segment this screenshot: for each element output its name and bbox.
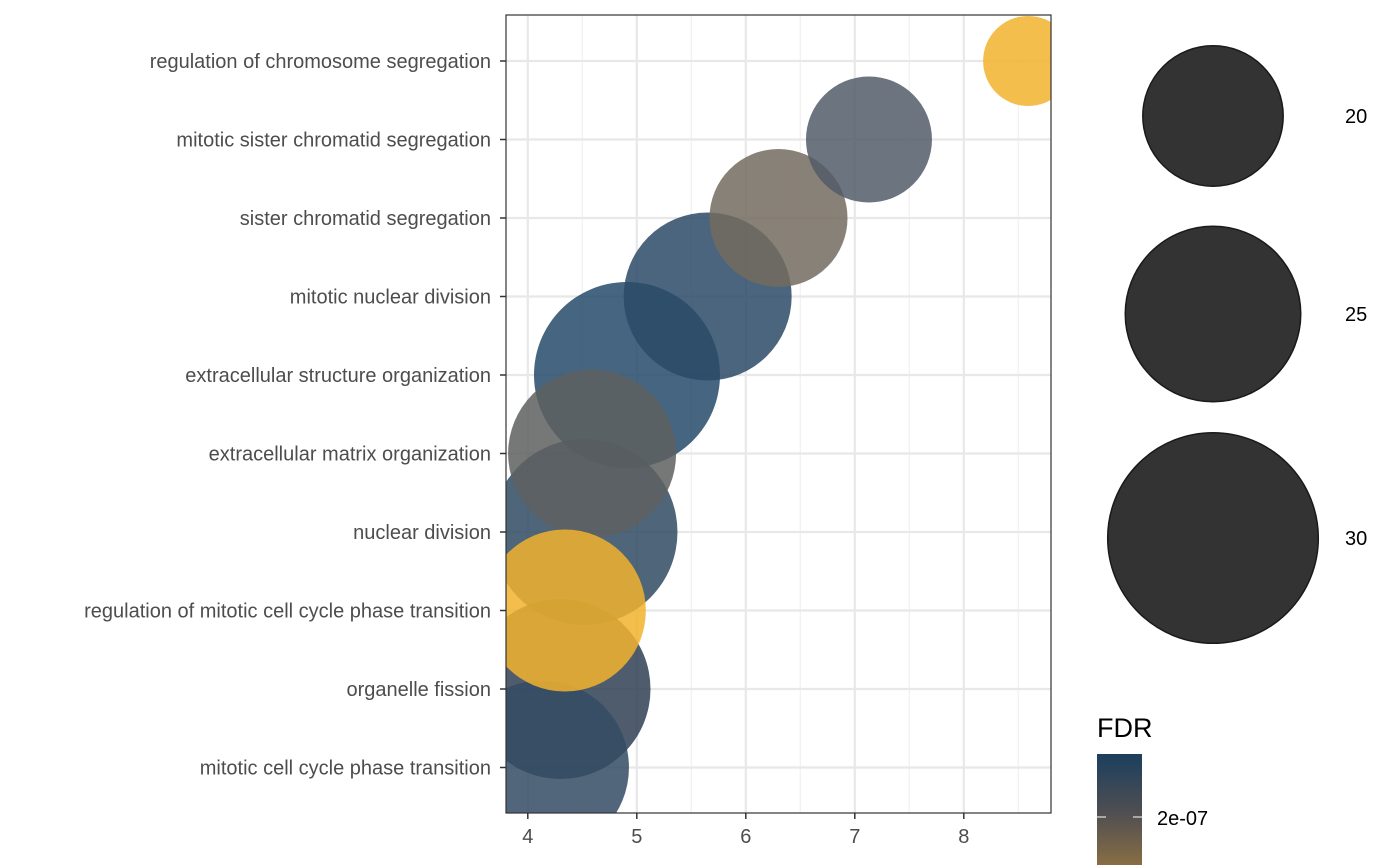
y-tick-label: mitotic nuclear division xyxy=(290,287,491,309)
y-tick-label: organelle fission xyxy=(346,679,491,701)
plot-panel-border xyxy=(505,14,1052,814)
y-tick-label: mitotic sister chromatid segregation xyxy=(176,130,491,152)
x-tick-label: 4 xyxy=(522,826,533,848)
x-tick-label: 6 xyxy=(740,826,751,848)
data-points xyxy=(506,16,1051,813)
data-point xyxy=(506,529,646,692)
size-legend-label: 25 xyxy=(1345,304,1367,326)
color-legend-tick-label: 2e-07 xyxy=(1157,808,1208,830)
data-point xyxy=(508,369,677,538)
size-legend-label: 30 xyxy=(1345,528,1367,550)
y-tick-label: nuclear division xyxy=(353,522,491,544)
x-axis: 4 5 6 7 8 xyxy=(522,813,969,848)
data-point xyxy=(506,680,629,813)
y-tick-label: sister chromatid segregation xyxy=(240,208,491,230)
x-tick-label: 7 xyxy=(849,826,860,848)
x-tick-label: 8 xyxy=(958,826,969,848)
size-legend: 20 25 30 xyxy=(1106,45,1367,645)
color-legend: FDR 2e-07 xyxy=(1097,713,1208,865)
data-point xyxy=(983,16,1051,106)
color-legend-title: FDR xyxy=(1097,713,1153,743)
data-point xyxy=(709,149,848,287)
y-tick-label: regulation of mitotic cell cycle phase t… xyxy=(84,601,491,623)
size-legend-key xyxy=(1142,45,1284,187)
size-legend-key xyxy=(1124,225,1302,403)
color-legend-bar xyxy=(1097,754,1142,865)
size-legend-key xyxy=(1106,431,1320,645)
y-tick-label: mitotic cell cycle phase transition xyxy=(200,758,491,780)
y-tick-label: extracellular structure organization xyxy=(185,365,491,387)
y-tick-label: regulation of chromosome segregation xyxy=(150,51,491,73)
x-tick-label: 5 xyxy=(631,826,642,848)
data-point xyxy=(805,76,932,203)
y-axis: regulation of chromosome segregation mito… xyxy=(84,51,506,780)
y-tick-label: extracellular matrix organization xyxy=(209,444,491,466)
size-legend-label: 20 xyxy=(1345,106,1367,128)
